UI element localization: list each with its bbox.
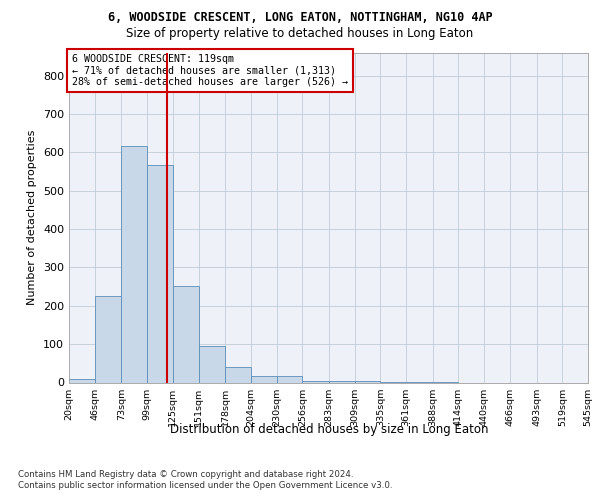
Bar — [277, 376, 302, 382]
Bar — [302, 380, 329, 382]
Bar — [69, 378, 95, 382]
Bar — [225, 367, 251, 382]
Text: Distribution of detached houses by size in Long Eaton: Distribution of detached houses by size … — [170, 422, 488, 436]
Bar — [147, 165, 173, 382]
Bar — [95, 296, 121, 382]
Text: Contains public sector information licensed under the Open Government Licence v3: Contains public sector information licen… — [18, 481, 392, 490]
Bar — [329, 380, 355, 382]
Bar — [121, 146, 147, 382]
Bar — [251, 376, 277, 382]
Y-axis label: Number of detached properties: Number of detached properties — [28, 130, 37, 305]
Text: 6, WOODSIDE CRESCENT, LONG EATON, NOTTINGHAM, NG10 4AP: 6, WOODSIDE CRESCENT, LONG EATON, NOTTIN… — [107, 11, 493, 24]
Text: Contains HM Land Registry data © Crown copyright and database right 2024.: Contains HM Land Registry data © Crown c… — [18, 470, 353, 479]
Text: 6 WOODSIDE CRESCENT: 119sqm
← 71% of detached houses are smaller (1,313)
28% of : 6 WOODSIDE CRESCENT: 119sqm ← 71% of det… — [71, 54, 347, 88]
Text: Size of property relative to detached houses in Long Eaton: Size of property relative to detached ho… — [127, 28, 473, 40]
Bar — [173, 286, 199, 382]
Bar — [199, 346, 225, 382]
